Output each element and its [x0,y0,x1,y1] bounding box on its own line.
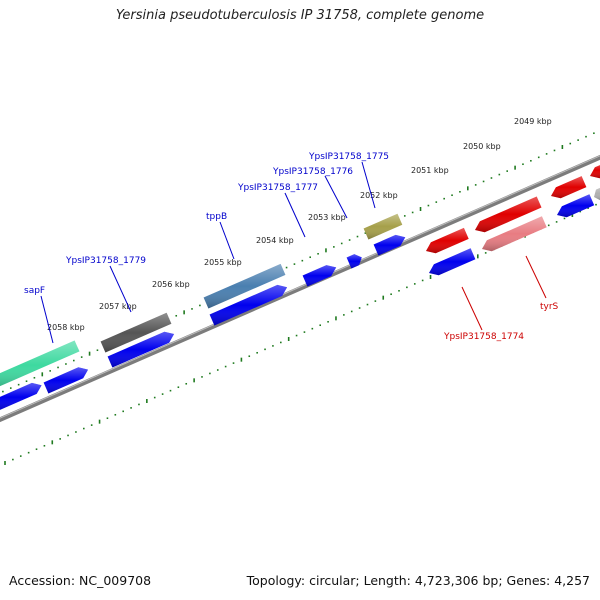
feature-cds-3-shade [107,331,175,368]
feature-cds-10-shade [557,194,595,218]
leader-1779 [109,265,132,313]
leader-tyrS [525,255,547,299]
feature-cds-11-shade [594,187,600,201]
accession-text: Accession: NC_009708 [9,573,152,588]
feature-cds-10[interactable] [557,194,595,218]
feature-cds-11[interactable] [594,187,600,201]
genome-backbone [0,154,600,423]
feature-ypsip31758-1775-shade [363,213,403,240]
feature-cds-5[interactable] [373,234,406,256]
feature-ypsip31758-1779[interactable] [100,312,172,353]
feature-cds-9-shade [429,248,476,276]
feature-cds-1[interactable] [0,382,42,412]
ruler-label-2055: 2055 kbp [204,258,242,267]
feature-tyrS-shade [482,216,547,252]
feature-cds-8[interactable] [590,163,600,179]
feature-ypsip31758-1776[interactable] [346,254,362,269]
ruler-label-2049: 2049 kbp [514,117,552,126]
feature-cds-6[interactable] [475,196,542,233]
leader-1777 [284,192,306,238]
feature-ypsip31758-1774[interactable] [426,227,469,254]
ruler-label-2056: 2056 kbp [152,280,190,289]
leader-1776 [324,175,348,219]
feature-cds-2[interactable] [43,367,89,394]
leader-tppB [219,221,235,260]
feature-cds-5-shade [373,234,406,256]
feature-cds-9[interactable] [429,248,476,276]
feature-ypsip31758-1774-shade [426,227,469,254]
feature-ypsip31758-1775[interactable] [363,213,403,240]
feature-tppB[interactable] [203,263,286,309]
feature-ypsip31758-1776-shade [346,254,362,269]
leader-1774 [461,286,483,331]
feature-cds-6-shade [475,196,542,233]
ruler-label-2052: 2052 kbp [360,191,398,200]
gene-label-tyrS[interactable]: tyrS [540,302,559,312]
topology-text: Topology: circular; Length: 4,723,306 bp… [246,573,590,588]
gene-label-sapF[interactable]: sapF [24,286,45,296]
feature-cds-4-shade [209,284,288,326]
leader-1775 [361,161,376,209]
feature-sapF-shade [0,340,80,387]
gene-label-tppB[interactable]: tppB [206,212,227,222]
feature-cds-3[interactable] [107,331,175,368]
gene-label-ypsip31758-1776[interactable]: YpsIP31758_1776 [272,167,353,177]
feature-tyrS[interactable] [482,216,547,252]
feature-ypsip31758-1777-shade [302,265,337,287]
gene-label-ypsip31758-1777[interactable]: YpsIP31758_1777 [237,183,318,193]
ruler-label-2054: 2054 kbp [256,236,294,245]
feature-cds-2-shade [43,367,89,394]
ruler-label-2057: 2057 kbp [99,302,137,311]
feature-cds-7-shade [551,176,587,199]
map-title: Yersinia pseudotuberculosis IP 31758, co… [115,8,485,23]
gene-label-ypsip31758-1774[interactable]: YpsIP31758_1774 [443,332,524,342]
feature-cds-8-shade [590,165,600,179]
leader-sapF [40,295,54,344]
feature-cds-7[interactable] [551,176,587,199]
feature-ypsip31758-1777[interactable] [302,265,337,287]
ruler-label-2053: 2053 kbp [308,213,346,222]
ruler-label-2050: 2050 kbp [463,142,501,151]
feature-sapF[interactable] [0,340,80,390]
feature-tracks [0,163,600,412]
ruler-labels: 2049 kbp 2050 kbp 2051 kbp 2052 kbp 2053… [47,117,552,332]
ruler-label-2058: 2058 kbp [47,323,85,332]
label-leaders [40,161,547,344]
gene-labels: sapF YpsIP31758_1779 tppB YpsIP31758_177… [24,152,559,342]
genome-backbone-highlight [0,155,600,419]
feature-cds-1-shade [0,382,42,410]
feature-ypsip31758-1779-shade [100,312,172,353]
feature-cds-4[interactable] [209,284,288,326]
gene-label-ypsip31758-1775[interactable]: YpsIP31758_1775 [308,152,389,162]
ruler-label-2051: 2051 kbp [411,166,449,175]
feature-tppB-shade [203,263,286,309]
gene-label-ypsip31758-1779[interactable]: YpsIP31758_1779 [65,256,146,266]
